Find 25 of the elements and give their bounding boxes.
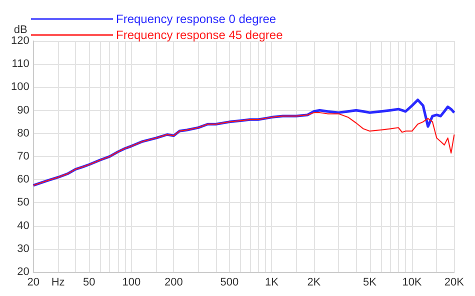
x-tick-label: 2K xyxy=(307,276,322,288)
y-tick-label: 20 xyxy=(17,266,30,278)
y-tick-label: 50 xyxy=(17,196,30,209)
y-tick-label: 120 xyxy=(10,35,30,47)
y-tick-label: 30 xyxy=(17,242,30,255)
x-tick-label: 500 xyxy=(220,276,239,288)
x-tick-label: 50 xyxy=(83,276,96,288)
x-tick-label: 200 xyxy=(164,276,183,288)
y-tick-label: 40 xyxy=(17,220,30,232)
x-tick-label: 10K xyxy=(402,276,422,288)
x-tick-label: 100 xyxy=(122,276,141,288)
x-tick-label: 20 xyxy=(27,276,40,288)
y-axis-title: dB xyxy=(14,24,28,36)
y-tick-label: 70 xyxy=(17,150,30,162)
x-tick-label: 1K xyxy=(264,276,280,288)
y-tick-label: 90 xyxy=(17,104,30,116)
x-tick-label: 5K xyxy=(363,276,378,288)
y-tick-label: 60 xyxy=(17,174,30,186)
text: Frequency response 0 degree xyxy=(116,12,276,26)
x-tick-label: Hz xyxy=(51,276,65,288)
y-tick-label: 100 xyxy=(10,81,30,94)
y-tick-label: 80 xyxy=(17,127,30,140)
text: Frequency response 45 degree xyxy=(116,28,284,42)
y-tick-label: 110 xyxy=(12,58,30,70)
x-tick-label: 20K xyxy=(444,276,465,288)
